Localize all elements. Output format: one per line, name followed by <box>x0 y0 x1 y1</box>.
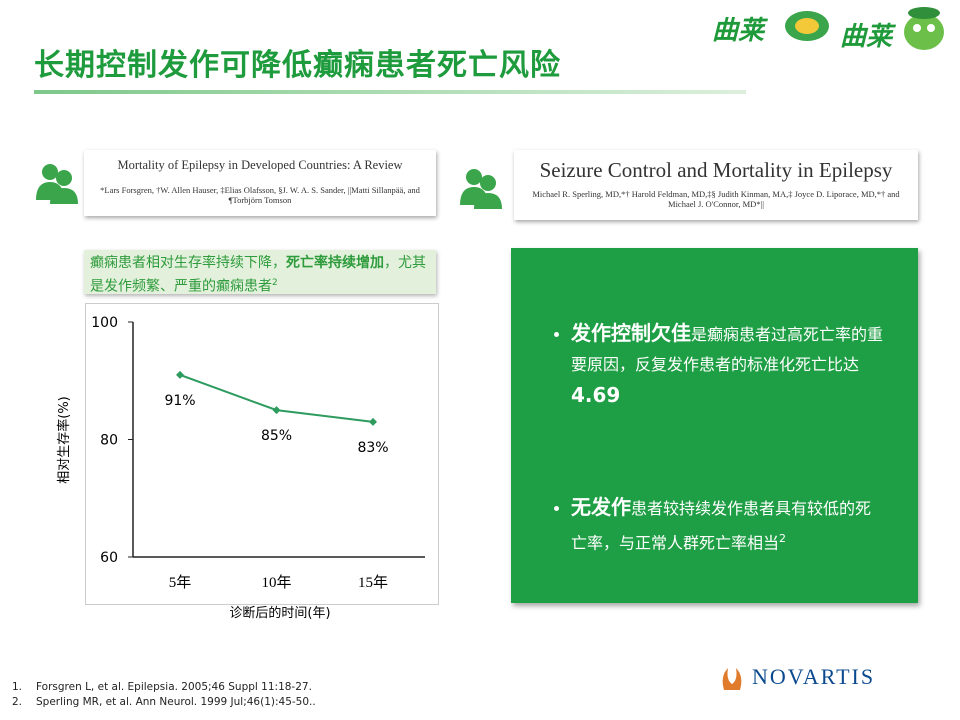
title-rule <box>34 90 746 94</box>
value-label: 83% <box>357 440 388 456</box>
x-tick-label: 5年 <box>169 574 192 591</box>
novartis-flame <box>722 668 742 690</box>
key-points: 发作控制欠佳是癫痫患者过高死亡率的重要原因，反复发作患者的标准化死亡比达 4.69… <box>511 248 918 603</box>
slide-title: 长期控制发作可降低癫痫患者死亡风险 <box>34 48 561 83</box>
ref-num: 1. <box>12 681 23 693</box>
value-label: 85% <box>261 428 292 444</box>
bullet-value: 4.69 <box>571 383 621 407</box>
reference: 1. Forsgren L, et al. Epilepsia. 2005;46 … <box>12 680 316 695</box>
x-axis-label: 诊断后的时间(年) <box>229 605 330 621</box>
value-label: 91% <box>164 393 195 409</box>
point <box>272 406 281 415</box>
bullet-sup: 2 <box>779 532 787 545</box>
x-tick-label: 15年 <box>358 574 388 591</box>
mascot <box>904 7 944 50</box>
chart-caption: 癫痫患者相对生存率持续下降，死亡率持续增加，尤其是发作频繁、严重的癫痫患者2 <box>84 250 436 295</box>
reference: 2. Sperling MR, et al. Ann Neurol. 1999 J… <box>12 695 316 710</box>
caption-bold: 死亡率持续增加 <box>286 255 384 271</box>
caption-text: ，尤其是发作频繁、严重的癫痫患者 <box>90 255 426 295</box>
bullet-text: 是癫痫患者过高死亡率的重要原因，反复发作患者的标准化死亡比达 <box>571 325 884 374</box>
paper-card: Seizure Control and Mortality in Epileps… <box>514 150 918 220</box>
paper-authors: *Lars Forsgren, †W. Allen Hauser, ‡Elias… <box>100 185 420 205</box>
ref-text: Forsgren L, et al. Epilepsia. 2005;46 Su… <box>36 681 312 693</box>
bullet-list: 发作控制欠佳是癫痫患者过高死亡率的重要原因，反复发作患者的标准化死亡比达 4.69… <box>511 318 918 558</box>
point <box>369 417 377 426</box>
caption-text: 癫痫患者相对生存率持续下降， <box>90 255 286 271</box>
ref-num: 2. <box>12 696 23 708</box>
y-tick-label: 60 <box>100 550 118 566</box>
y-axis-label: 相对生存率(%) <box>56 396 72 484</box>
logo: 曲莱 <box>840 22 893 52</box>
bullet-text: 患者较持续发作患者具有较低的死亡率，与正常人群死亡率相当 <box>571 499 872 553</box>
people-icon <box>460 169 502 209</box>
logo-icon <box>785 11 829 41</box>
paper-title: Seizure Control and Mortality in Epileps… <box>539 158 893 182</box>
ref-text: Sperling MR, et al. Ann Neurol. 1999 Jul… <box>36 696 316 708</box>
bullet: 发作控制欠佳是癫痫患者过高死亡率的重要原因，反复发作患者的标准化死亡比达 4.69 <box>571 318 886 412</box>
y-tick-label: 80 <box>100 433 118 449</box>
chart-frame <box>85 303 439 605</box>
x-tick-label: 10年 <box>261 574 291 591</box>
references: 1. Forsgren L, et al. Epilepsia. 2005;46 … <box>12 680 316 710</box>
bullet-bold: 发作控制欠佳 <box>571 321 691 345</box>
logo: 曲莱 <box>712 16 765 46</box>
paper-authors: Michael R. Sperling, MD,*† Harold Feldma… <box>532 189 900 209</box>
paper-card: Mortality of Epilepsy in Developed Count… <box>84 150 436 216</box>
y-tick-label: 100 <box>91 315 118 331</box>
people-icon <box>36 164 78 204</box>
brand: NOVARTIS <box>752 664 876 689</box>
bullet: 无发作患者较持续发作患者具有较低的死亡率，与正常人群死亡率相当2 <box>571 492 886 558</box>
series-line <box>179 373 374 423</box>
point <box>176 370 184 379</box>
paper-title: Mortality of Epilepsy in Developed Count… <box>117 158 403 172</box>
bullet-bold: 无发作 <box>571 495 631 519</box>
caption-sup: 2 <box>272 278 278 288</box>
